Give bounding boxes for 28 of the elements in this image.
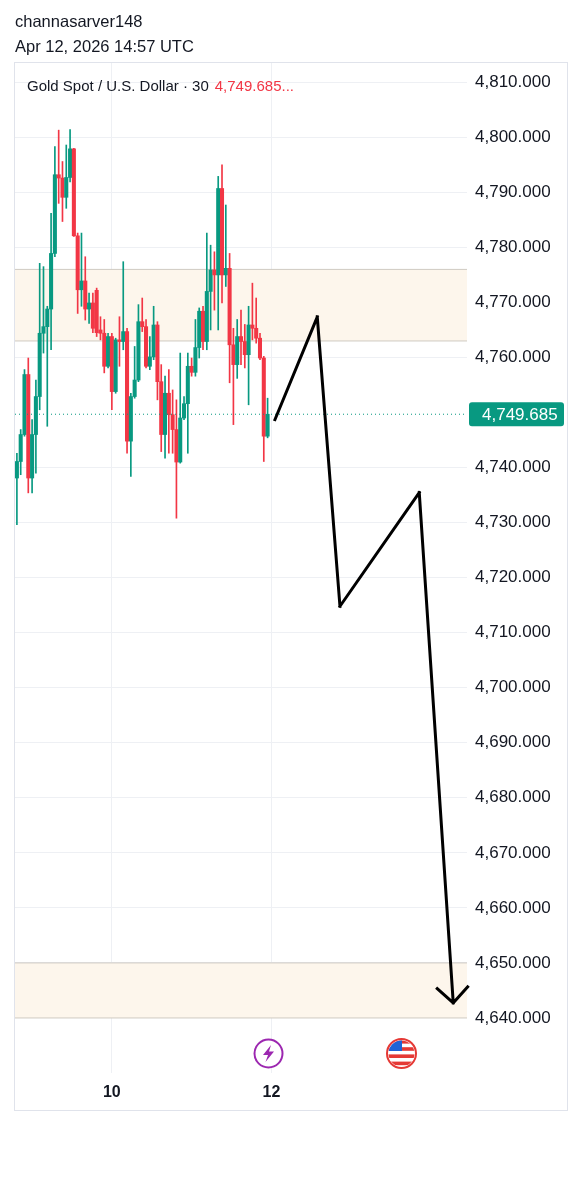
y-tick-label: 4,670.000: [475, 842, 551, 862]
annotation: 4,749.685...: [214, 77, 294, 94]
candlestick: [166, 369, 171, 454]
candlestick: [223, 204, 228, 287]
y-tick-label: 4,720.000: [475, 567, 551, 587]
candlestick: [238, 309, 244, 365]
candlestick: [121, 261, 126, 351]
y-tick-label: 4,740.000: [475, 457, 551, 477]
y-tick-label: 4,800.000: [475, 126, 551, 146]
y-tick-label: 4,650.000: [475, 952, 551, 972]
x-tick-label: 10: [102, 1083, 121, 1101]
text: Gold Spot / U.S. Dollar · 30: [27, 77, 209, 94]
y-tick-label: 4,640.000: [475, 1007, 551, 1027]
y-tick-label: 4,770.000: [475, 292, 551, 312]
y-tick-label: 4,700.000: [475, 677, 551, 697]
y-tick-label: 4,680.000: [475, 787, 551, 807]
y-tick-label: 4,730.000: [475, 512, 551, 532]
y-tick-label: 4,710.000: [475, 622, 551, 642]
text: Apr 12, 2026 14:57 UTC: [15, 37, 194, 56]
y-tick-label: 4,760.000: [475, 347, 551, 367]
y-tick-label: 4,660.000: [475, 897, 551, 917]
text: channasarver148: [15, 12, 143, 31]
y-tick-label: 4,780.000: [475, 237, 551, 257]
y-tick-label: 4,690.000: [475, 732, 551, 752]
ref-line-label: 4,749.685: [482, 404, 558, 424]
x-tick-label: 12: [262, 1083, 281, 1101]
y-tick-label: 4,790.000: [475, 182, 551, 202]
y-tick-label: 4,810.000: [475, 71, 551, 91]
